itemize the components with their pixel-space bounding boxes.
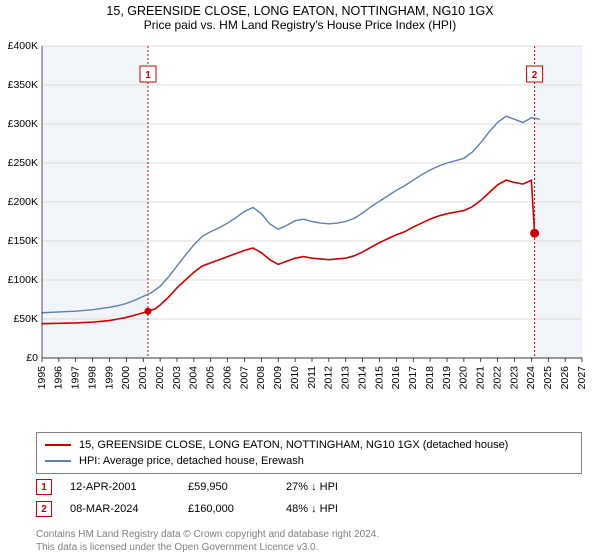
svg-text:2027: 2027 bbox=[576, 366, 588, 390]
legend-item-series1: 15, GREENSIDE CLOSE, LONG EATON, NOTTING… bbox=[45, 437, 573, 453]
svg-text:2008: 2008 bbox=[255, 366, 267, 390]
marker-table: 1 12-APR-2001 £59,950 27% ↓ HPI 2 08-MAR… bbox=[36, 476, 564, 520]
svg-text:2024: 2024 bbox=[525, 366, 537, 390]
svg-text:2025: 2025 bbox=[542, 366, 554, 390]
svg-text:2017: 2017 bbox=[407, 366, 419, 390]
marker-price-1: £59,950 bbox=[188, 481, 268, 493]
marker-price-2: £160,000 bbox=[188, 503, 268, 515]
svg-text:£150K: £150K bbox=[8, 235, 38, 247]
svg-text:£300K: £300K bbox=[8, 118, 38, 130]
svg-text:2023: 2023 bbox=[508, 366, 520, 390]
svg-text:2005: 2005 bbox=[205, 366, 217, 390]
svg-text:£100K: £100K bbox=[8, 274, 38, 286]
marker-row-2: 2 08-MAR-2024 £160,000 48% ↓ HPI bbox=[36, 498, 564, 520]
svg-text:2: 2 bbox=[532, 70, 538, 81]
chart-title: 15, GREENSIDE CLOSE, LONG EATON, NOTTING… bbox=[0, 4, 600, 18]
svg-text:£50K: £50K bbox=[13, 313, 38, 325]
footer-attribution: Contains HM Land Registry data © Crown c… bbox=[36, 528, 564, 554]
marker-pct-2: 48% ↓ HPI bbox=[286, 503, 366, 515]
svg-text:£350K: £350K bbox=[8, 79, 38, 91]
svg-text:2009: 2009 bbox=[272, 366, 284, 390]
marker-pct-1: 27% ↓ HPI bbox=[286, 481, 366, 493]
svg-text:1997: 1997 bbox=[70, 366, 82, 390]
chart-subtitle: Price paid vs. HM Land Registry's House … bbox=[0, 18, 600, 32]
svg-text:1995: 1995 bbox=[36, 366, 48, 390]
marker-badge-2: 2 bbox=[36, 501, 52, 517]
svg-text:2021: 2021 bbox=[475, 366, 487, 390]
marker-row-1: 1 12-APR-2001 £59,950 27% ↓ HPI bbox=[36, 476, 564, 498]
line-chart-svg: £0 £50K £100K £150K £200K £250K £300K £350K £400… bbox=[0, 40, 600, 410]
svg-text:1999: 1999 bbox=[103, 366, 115, 390]
svg-text:2004: 2004 bbox=[188, 366, 200, 390]
svg-text:2026: 2026 bbox=[559, 366, 571, 390]
footer-line-1: Contains HM Land Registry data © Crown c… bbox=[36, 528, 564, 541]
svg-text:2003: 2003 bbox=[171, 366, 183, 390]
svg-text:1: 1 bbox=[145, 70, 151, 81]
svg-text:2002: 2002 bbox=[154, 366, 166, 390]
svg-text:2014: 2014 bbox=[356, 366, 368, 390]
svg-text:2001: 2001 bbox=[137, 366, 149, 390]
svg-text:2000: 2000 bbox=[120, 366, 132, 390]
svg-text:2010: 2010 bbox=[289, 366, 301, 390]
svg-text:1998: 1998 bbox=[86, 366, 98, 390]
svg-text:£200K: £200K bbox=[8, 196, 38, 208]
svg-text:2006: 2006 bbox=[221, 366, 233, 390]
svg-text:2018: 2018 bbox=[424, 366, 436, 390]
svg-text:2012: 2012 bbox=[323, 366, 335, 390]
svg-text:2016: 2016 bbox=[390, 366, 402, 390]
svg-text:2020: 2020 bbox=[458, 366, 470, 390]
svg-text:2022: 2022 bbox=[491, 366, 503, 390]
svg-text:£400K: £400K bbox=[8, 40, 38, 52]
legend-label-1: 15, GREENSIDE CLOSE, LONG EATON, NOTTING… bbox=[79, 437, 508, 453]
svg-text:2013: 2013 bbox=[340, 366, 352, 390]
marker-date-2: 08-MAR-2024 bbox=[70, 503, 170, 515]
legend: 15, GREENSIDE CLOSE, LONG EATON, NOTTING… bbox=[36, 432, 582, 474]
legend-item-series2: HPI: Average price, detached house, Erew… bbox=[45, 453, 573, 469]
svg-text:2007: 2007 bbox=[238, 366, 250, 390]
svg-text:2011: 2011 bbox=[306, 366, 318, 389]
footer-line-2: This data is licensed under the Open Gov… bbox=[36, 541, 564, 554]
svg-text:2015: 2015 bbox=[373, 366, 385, 390]
svg-text:2019: 2019 bbox=[441, 366, 453, 390]
chart: £0 £50K £100K £150K £200K £250K £300K £350K £400… bbox=[0, 40, 600, 410]
marker-badge-1: 1 bbox=[36, 479, 52, 495]
marker-date-1: 12-APR-2001 bbox=[70, 481, 170, 493]
svg-text:1996: 1996 bbox=[53, 366, 65, 390]
svg-text:£0: £0 bbox=[26, 352, 38, 364]
legend-label-2: HPI: Average price, detached house, Erew… bbox=[79, 453, 304, 469]
svg-text:£250K: £250K bbox=[8, 157, 38, 169]
